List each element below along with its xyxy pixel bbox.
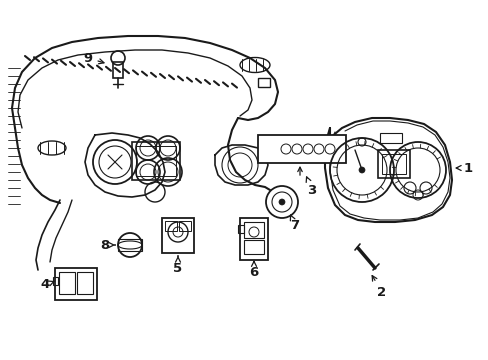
Bar xyxy=(179,221,191,231)
Bar xyxy=(113,62,123,78)
Bar xyxy=(132,142,180,180)
Bar xyxy=(55,268,97,300)
Bar xyxy=(240,218,267,260)
Bar xyxy=(258,78,269,87)
Bar xyxy=(238,225,244,233)
Text: 8: 8 xyxy=(100,239,115,252)
Circle shape xyxy=(279,199,285,205)
Bar xyxy=(381,154,405,174)
Text: 3: 3 xyxy=(305,177,316,197)
Text: 5: 5 xyxy=(173,256,182,274)
Bar xyxy=(118,239,142,251)
Bar xyxy=(59,272,75,294)
Text: 4: 4 xyxy=(41,279,55,292)
Bar xyxy=(377,150,409,178)
Bar xyxy=(164,221,177,231)
Bar xyxy=(136,146,176,176)
Bar xyxy=(379,133,401,143)
Text: 9: 9 xyxy=(83,51,104,64)
Bar xyxy=(162,218,194,253)
Bar xyxy=(53,277,58,285)
Bar xyxy=(258,135,346,163)
Text: 7: 7 xyxy=(290,215,299,231)
Text: 6: 6 xyxy=(249,261,258,279)
Bar xyxy=(77,272,93,294)
Text: 1: 1 xyxy=(455,162,471,175)
Bar xyxy=(244,240,264,254)
Bar xyxy=(244,222,264,238)
Circle shape xyxy=(358,167,364,173)
Text: 2: 2 xyxy=(371,275,386,298)
